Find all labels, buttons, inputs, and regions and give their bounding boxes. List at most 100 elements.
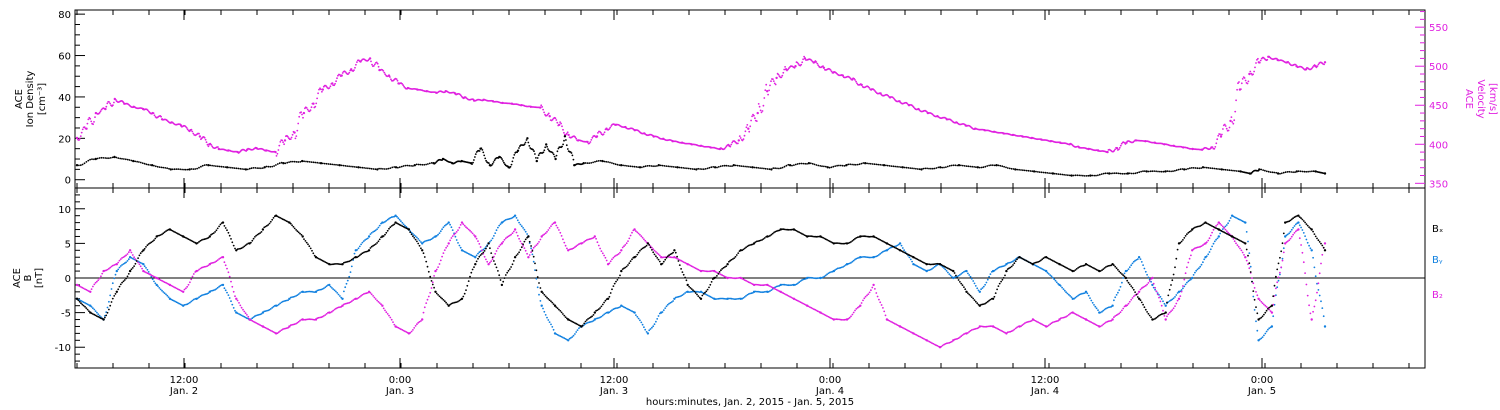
velocity-point xyxy=(338,73,341,76)
density-point xyxy=(1083,175,1086,177)
bx-point xyxy=(409,231,412,234)
by-point xyxy=(499,223,502,226)
bx-point xyxy=(1158,314,1160,317)
bx-point xyxy=(1135,293,1138,296)
bz-point xyxy=(1156,293,1159,296)
bz-point xyxy=(636,231,639,234)
bx-point xyxy=(1144,308,1147,311)
bx-point xyxy=(670,252,673,255)
density-point xyxy=(79,164,82,167)
velocity-point xyxy=(370,60,372,63)
bx-point xyxy=(122,280,125,283)
bz-point xyxy=(1013,328,1016,331)
by-point xyxy=(1248,252,1251,255)
by-point xyxy=(336,292,339,294)
bz-point xyxy=(826,315,828,317)
density-point xyxy=(553,155,556,158)
bz-point xyxy=(1320,262,1322,265)
density-point xyxy=(337,164,339,166)
bx-point xyxy=(1316,237,1318,240)
density-point xyxy=(297,161,300,163)
density-point xyxy=(682,167,685,169)
density-tick-label: 0 xyxy=(65,176,71,187)
velocity-point xyxy=(1106,150,1109,154)
bx-point xyxy=(609,292,612,294)
bx-point xyxy=(1131,286,1134,289)
density-point xyxy=(1323,172,1327,175)
bz-point xyxy=(1205,241,1208,244)
velocity-point xyxy=(1247,80,1250,83)
bx-point xyxy=(742,248,745,251)
density-point xyxy=(516,149,520,152)
bx-point xyxy=(192,241,195,243)
by-point xyxy=(986,278,989,281)
density-point xyxy=(721,165,724,167)
bz-point xyxy=(341,304,344,307)
velocity-point xyxy=(558,123,561,127)
by-point xyxy=(781,283,783,286)
velocity-point xyxy=(354,66,356,69)
bx-point xyxy=(88,310,90,312)
bz-point xyxy=(769,285,771,288)
bx-point xyxy=(341,263,344,266)
bx-point xyxy=(377,240,380,243)
by-point xyxy=(218,285,221,288)
bx-point xyxy=(1183,237,1186,239)
bx-point xyxy=(543,293,546,296)
velocity-point xyxy=(1311,66,1314,69)
bz-point xyxy=(93,283,96,286)
bx-point xyxy=(506,271,509,274)
bz-point xyxy=(1114,315,1117,317)
velocity-point xyxy=(375,61,378,64)
bx-point xyxy=(666,255,669,258)
bx-point xyxy=(386,229,389,232)
bz-point xyxy=(562,238,564,241)
bz-point xyxy=(1066,315,1069,317)
velocity-point xyxy=(184,125,187,128)
density-point xyxy=(502,160,504,162)
density-point xyxy=(1123,172,1126,175)
by-point xyxy=(401,221,404,224)
by-point xyxy=(721,297,724,300)
bx-point xyxy=(851,240,854,242)
bz-point xyxy=(611,258,613,261)
density-point xyxy=(75,164,79,167)
bz-point xyxy=(232,290,235,293)
bz-point xyxy=(1061,317,1063,319)
density-point xyxy=(288,161,290,164)
bx-point xyxy=(1171,279,1174,282)
velocity-point xyxy=(334,82,336,85)
bz-point xyxy=(591,237,593,240)
by-point xyxy=(114,273,117,276)
by-point xyxy=(645,331,648,333)
bz-point xyxy=(119,258,122,260)
density-point xyxy=(222,166,225,168)
bz-point xyxy=(1152,282,1155,285)
by-point xyxy=(459,246,462,249)
bx-point xyxy=(211,233,214,235)
by-point xyxy=(547,319,550,321)
bx-point xyxy=(519,249,522,251)
velocity-point xyxy=(341,72,344,74)
bz-point xyxy=(361,293,364,296)
bx-point xyxy=(439,296,442,299)
by-point xyxy=(769,290,771,292)
density-point xyxy=(1020,169,1022,171)
by-point xyxy=(361,241,364,244)
bz-point xyxy=(624,244,627,246)
velocity-tick-label: 450 xyxy=(1429,101,1448,112)
by-point xyxy=(1168,300,1171,302)
density-point xyxy=(503,161,505,164)
bx-point xyxy=(228,234,231,237)
bx-point xyxy=(392,224,394,227)
by-point xyxy=(312,291,315,293)
density-point xyxy=(488,162,490,165)
bx-point xyxy=(1128,283,1131,286)
bx-point xyxy=(258,232,260,235)
bz-point xyxy=(1160,304,1163,307)
bz-point xyxy=(94,281,97,284)
bz-point xyxy=(308,318,311,321)
density-point xyxy=(748,166,750,168)
density-point xyxy=(657,164,660,167)
bx-point xyxy=(550,300,552,303)
